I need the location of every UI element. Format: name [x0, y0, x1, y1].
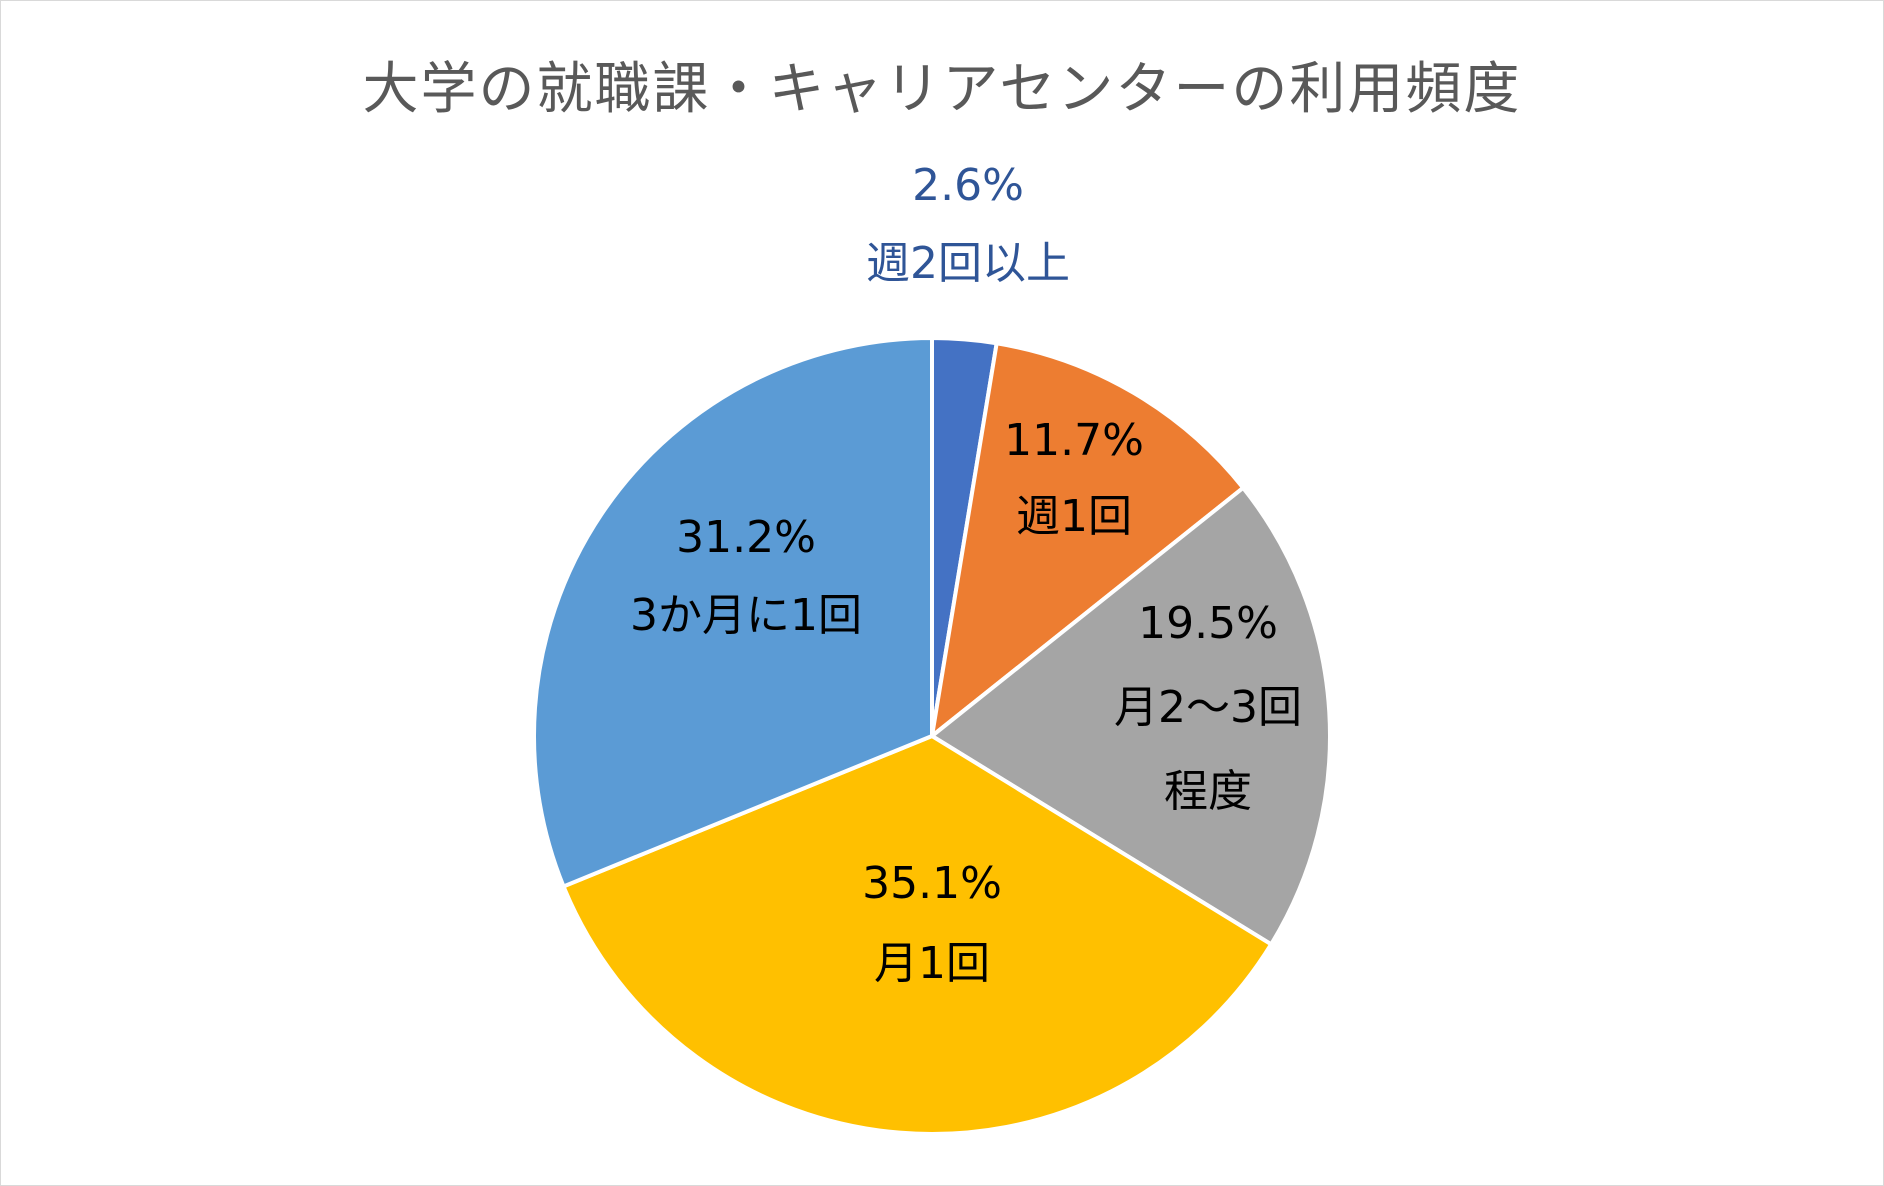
- chart-title: 大学の就職課・キャリアセンターの利用頻度: [362, 57, 1522, 122]
- data-label-value: 2.6%: [912, 160, 1024, 211]
- pie-slice: [561, 734, 1274, 1136]
- pie-slice: [930, 341, 1246, 738]
- data-label: 2.6% 週2回以上: [866, 160, 1070, 289]
- data-label-value: 35.1%: [862, 858, 1002, 909]
- pie-slices: [532, 336, 1332, 1136]
- data-label-value: 31.2%: [676, 512, 816, 563]
- data-label: 35.1% 月1回: [862, 858, 1002, 989]
- data-label-category: 週2回以上: [866, 238, 1070, 289]
- data-label-category: 程度: [1164, 766, 1252, 817]
- pie-slice: [532, 336, 934, 889]
- data-label-category: 3か月に1回: [630, 590, 862, 641]
- data-label-category: 月1回: [874, 938, 990, 989]
- data-label: 11.7% 週1回: [1004, 415, 1144, 542]
- data-label: 31.2% 3か月に1回: [630, 512, 862, 641]
- data-label-category: 週1回: [1016, 491, 1132, 542]
- data-label-category: 月2〜3回: [1114, 682, 1302, 733]
- data-label-value: 11.7%: [1004, 415, 1144, 466]
- pie-slice: [930, 485, 1332, 947]
- data-label-value: 19.5%: [1138, 598, 1278, 649]
